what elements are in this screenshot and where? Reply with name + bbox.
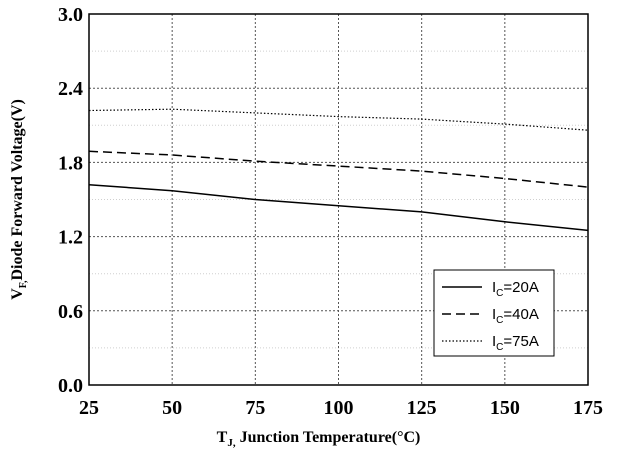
legend-label-main: I (492, 279, 496, 296)
y-tick-labels: 0.0 0.6 1.2 1.8 2.4 3.0 (58, 4, 83, 397)
x-tick-label: 175 (573, 397, 603, 419)
plot-frame (88, 13, 589, 386)
x-tick-label: 75 (245, 397, 265, 419)
series-line-2 (88, 150, 589, 188)
series-line-3 (88, 108, 589, 131)
legend-label-rest: =20A (503, 279, 538, 296)
x-tick-label: 50 (162, 397, 182, 419)
x-tick-label: 150 (490, 397, 520, 419)
legend-label-2: IC=40A (492, 306, 539, 326)
x-tick-labels: 25 50 75 100 125 150 175 (79, 397, 603, 419)
legend-label-3: IC=75A (492, 333, 539, 353)
legend-label-main: I (492, 333, 496, 350)
legend-label-subscript: C (496, 342, 503, 353)
x-axis-title-rest: Junction Temperature(°C) (236, 429, 421, 446)
x-axis-title-main: T (217, 429, 228, 446)
x-axis-title-subscript: J, (227, 437, 236, 449)
y-axis-title-rest: Diode Forward Voltage(V) (9, 99, 26, 280)
legend-label-subscript: C (496, 315, 503, 326)
legend-label-subscript: C (496, 288, 503, 299)
y-tick-label: 0.6 (58, 301, 83, 323)
y-tick-label: 0.0 (58, 375, 83, 397)
legend-box (433, 269, 555, 357)
y-tick-label: 1.8 (58, 152, 83, 174)
series-line-1 (88, 183, 589, 232)
x-tick-label: 100 (324, 397, 354, 419)
y-tick-label: 2.4 (58, 78, 83, 100)
series-lines (88, 108, 589, 232)
legend-label-1: IC=20A (492, 279, 539, 299)
legend-label-main: I (492, 306, 496, 323)
legend-label-rest: =75A (503, 333, 538, 350)
x-tick-label: 125 (407, 397, 437, 419)
y-axis-title: VF,Diode Forward Voltage(V) (9, 99, 29, 300)
y-axis-title-subscript: F, (18, 280, 29, 288)
y-tick-label: 3.0 (58, 4, 83, 26)
x-tick-label: 25 (79, 397, 99, 419)
legend-label-rest: =40A (503, 306, 538, 323)
x-axis-title: TJ, Junction Temperature(°C) (217, 429, 421, 449)
y-axis-title-main: V (9, 288, 26, 300)
y-tick-label: 1.2 (58, 227, 83, 249)
